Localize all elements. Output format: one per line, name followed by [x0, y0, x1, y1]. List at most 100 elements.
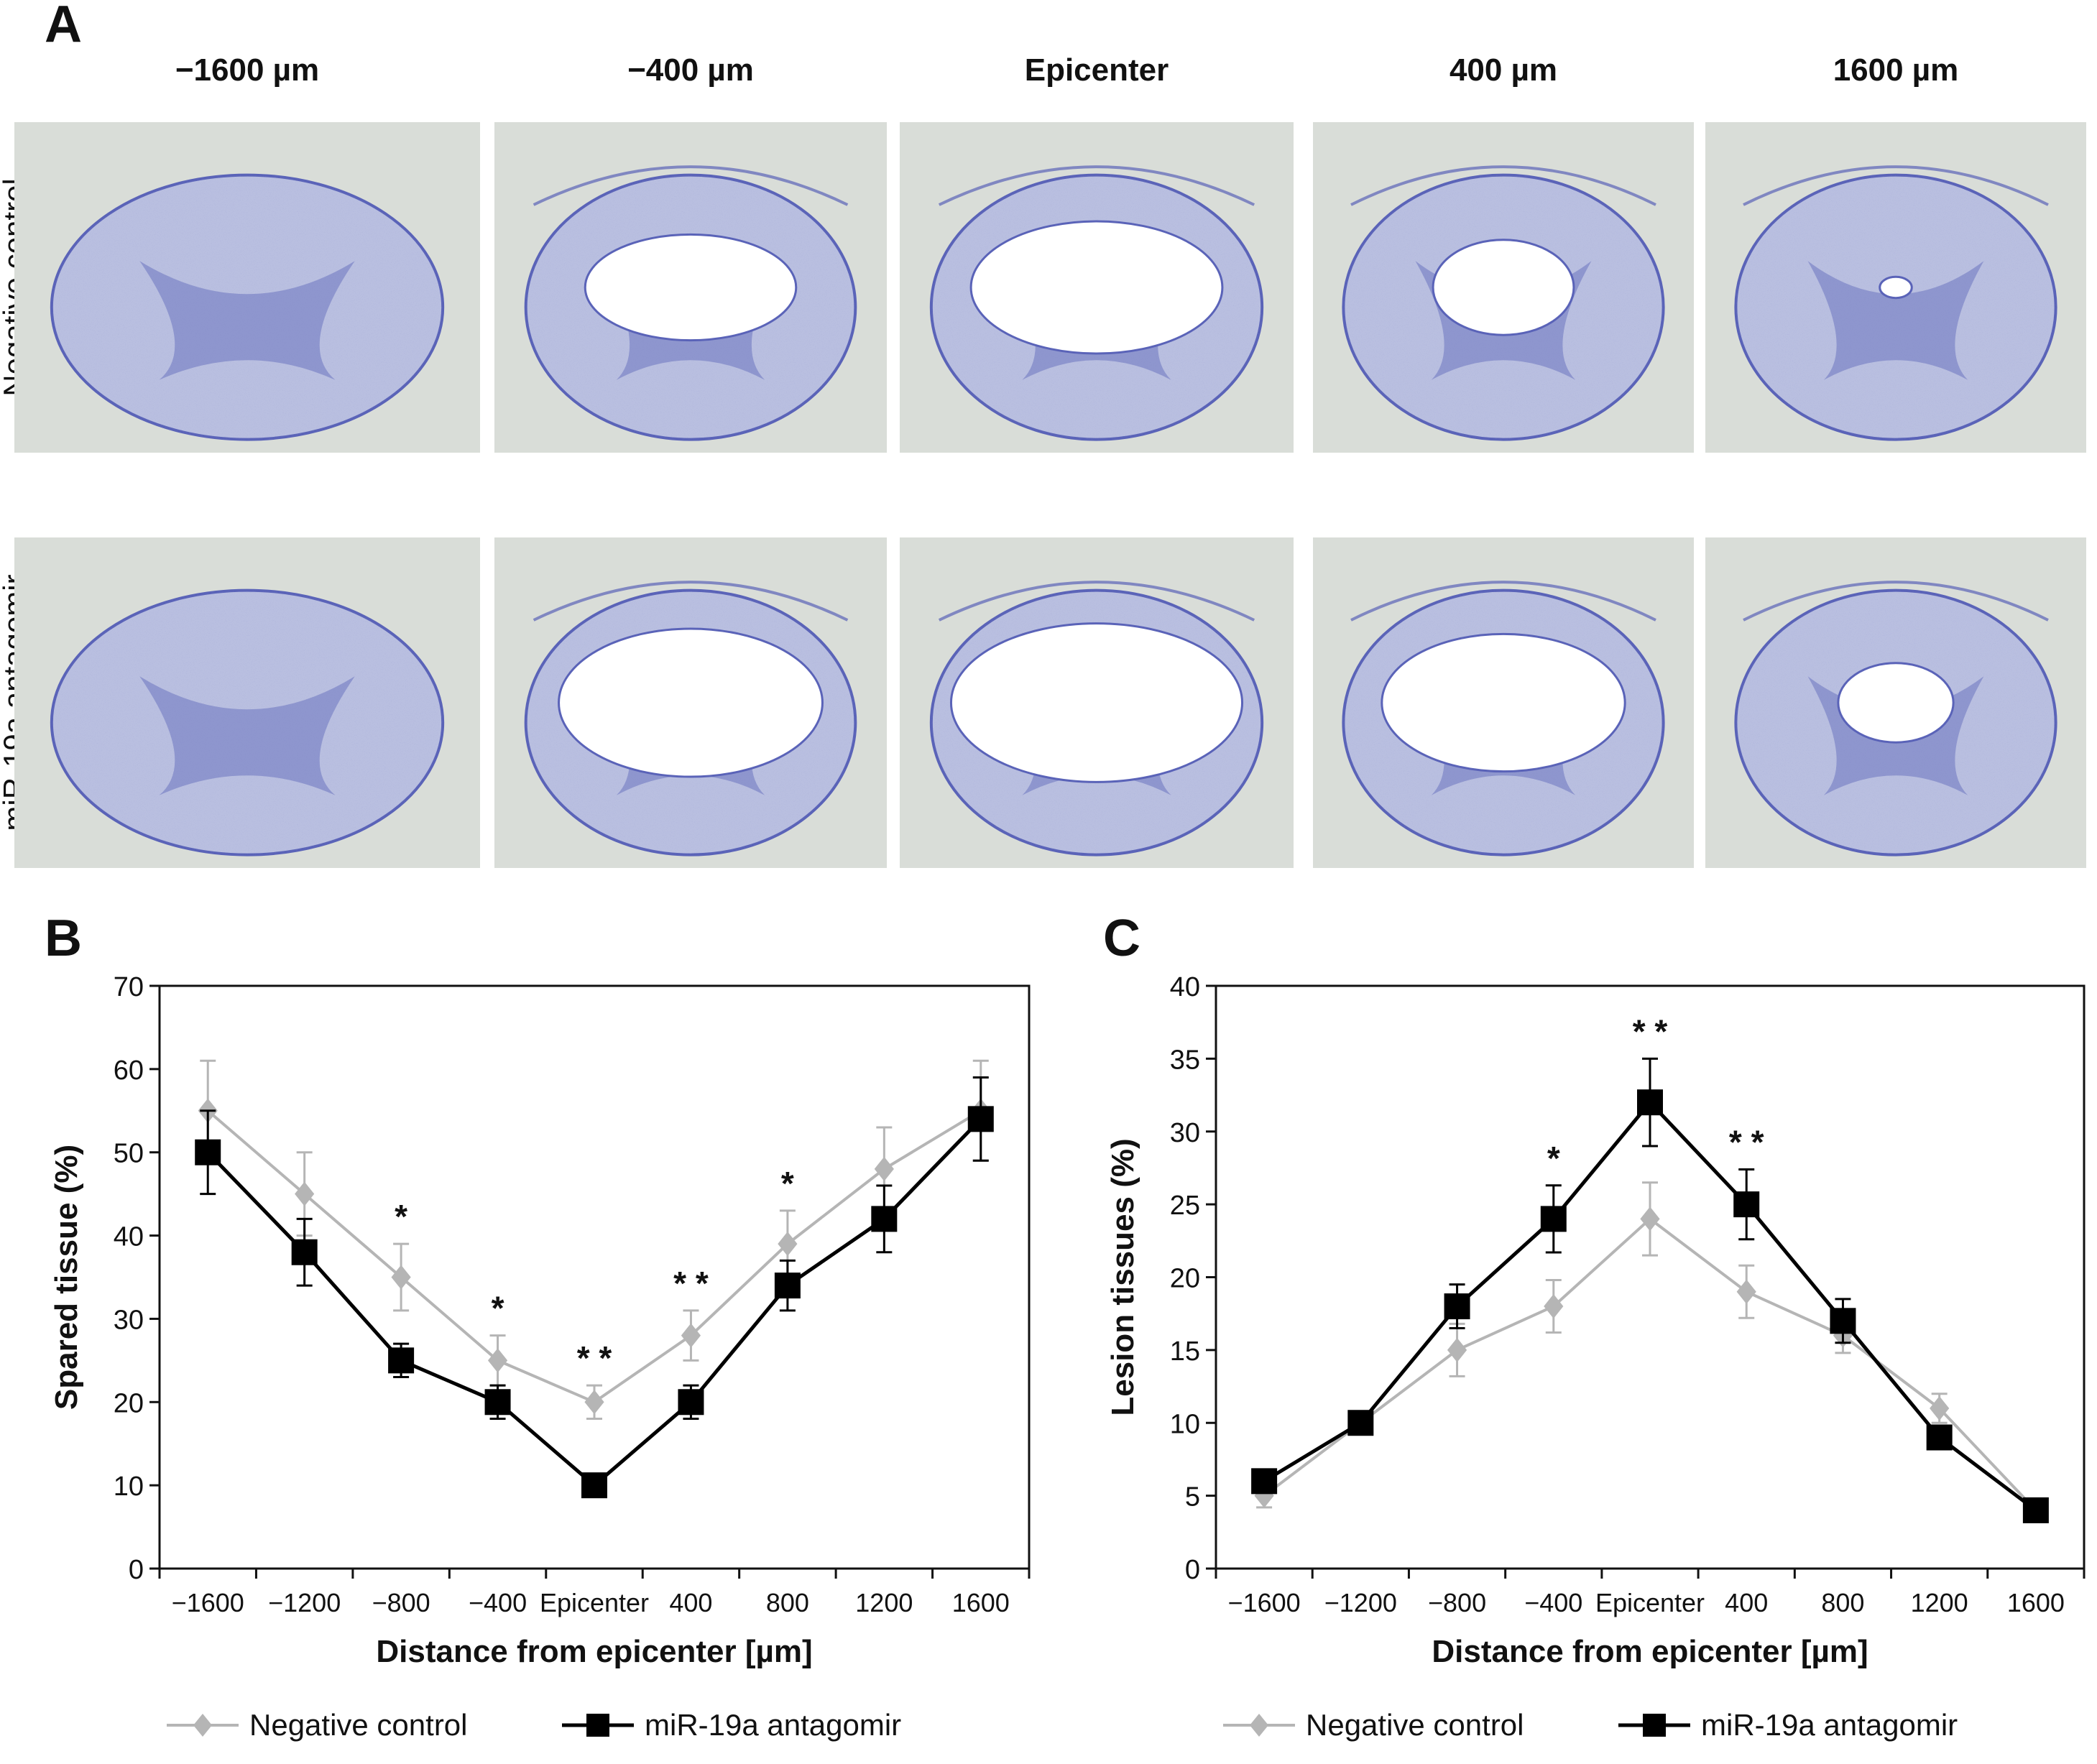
x-tick-label: Epicenter	[540, 1588, 649, 1617]
series-antagomir	[195, 1076, 994, 1499]
micrograph	[1705, 537, 2086, 868]
column-header: Epicenter	[1025, 52, 1169, 88]
micrograph	[494, 122, 887, 453]
data-point	[1254, 1483, 1274, 1508]
data-point	[1544, 1294, 1564, 1319]
micrograph-grid	[14, 122, 2086, 868]
x-tick-label: −1200	[268, 1588, 341, 1617]
x-tick-label: Epicenter	[1595, 1588, 1705, 1617]
lesion-cavity	[1432, 239, 1575, 336]
x-tick-label: −800	[1428, 1588, 1486, 1617]
lesion-cavity	[1837, 662, 1955, 744]
significance-marker: *	[781, 1165, 794, 1202]
y-axis-label: Lesion tissues (%)	[1105, 1138, 1140, 1416]
legend-marker-antagomir	[586, 1714, 609, 1737]
x-tick-label: 400	[1725, 1588, 1768, 1617]
data-point	[2022, 1497, 2049, 1523]
grey-matter	[1807, 261, 1984, 380]
micrograph	[900, 537, 1294, 868]
grey-matter	[139, 261, 355, 380]
x-axis-label: Distance from epicenter [µm]	[1432, 1634, 1868, 1669]
x-tick-label: 1200	[855, 1588, 913, 1617]
data-point	[1830, 1308, 1856, 1334]
significance-marker: * *	[1729, 1123, 1764, 1160]
data-point	[1736, 1279, 1756, 1304]
panel-b-label: B	[45, 910, 82, 967]
meninges	[1350, 581, 1656, 622]
panel-c-label: C	[1103, 910, 1140, 967]
meninges	[938, 165, 1255, 206]
series-line	[206, 1117, 982, 1488]
data-point	[1930, 1395, 1950, 1421]
x-tick-label: 800	[1821, 1588, 1864, 1617]
legend-label-antagomir: miR-19a antagomir	[1701, 1708, 1958, 1742]
data-point	[291, 1239, 318, 1265]
data-point	[484, 1389, 511, 1416]
panel-c: C 0 5 10 15 20 25 30 35 40 −1600 −1200 −800 −400 Epic…	[1103, 910, 2086, 1742]
meninges	[533, 581, 849, 622]
y-tick-label: 5	[1185, 1482, 1200, 1513]
y-tick-label: 0	[1185, 1555, 1200, 1585]
micrograph	[1313, 122, 1694, 453]
data-point	[778, 1232, 798, 1257]
column-header: −400 µm	[627, 52, 754, 88]
panel-b: B 0 10 20 30 40 50 60 70 −1600 −1200 −800 −400 Epice…	[45, 910, 1031, 1742]
panel-a: A −1600 µm −400 µm Epicenter 400 µm 1600 µm …	[0, 0, 2086, 868]
data-point	[681, 1323, 701, 1348]
legend: Negative control miR-19a antagomir	[1223, 1708, 1958, 1742]
tissue-texture	[1736, 175, 2056, 440]
x-tick-label: −1600	[172, 1588, 244, 1617]
meninges	[533, 165, 849, 206]
lesion-cavity	[1381, 632, 1626, 773]
data-point	[391, 1265, 411, 1290]
x-tick-label: 1600	[952, 1588, 1010, 1617]
lesion-cavity	[558, 627, 824, 778]
x-tick-label: −400	[469, 1588, 527, 1617]
y-tick-label: 10	[1170, 1409, 1200, 1439]
plot-frame	[158, 984, 1031, 1570]
y-tick-label: 40	[114, 1222, 144, 1252]
significance-marker: *	[395, 1198, 407, 1235]
y-tick-label: 30	[1170, 1118, 1200, 1148]
x-tick-label: 800	[766, 1588, 809, 1617]
x-tick-label: −400	[1524, 1588, 1582, 1617]
y-tick-label: 10	[114, 1472, 144, 1502]
data-point	[874, 1156, 894, 1181]
data-point	[1251, 1468, 1278, 1495]
x-tick-label: 400	[669, 1588, 712, 1617]
data-point	[388, 1347, 415, 1374]
micrograph	[14, 122, 480, 453]
spared-tissue-chart: 0 10 20 30 40 50 60 70 −1600 −1200 −800 −400 Epicent…	[49, 972, 1031, 1742]
significance-marker: * *	[1633, 1012, 1668, 1050]
data-point	[581, 1472, 607, 1499]
y-tick-label: 20	[1170, 1264, 1200, 1294]
y-tick-label: 15	[1170, 1336, 1200, 1367]
x-tick-label: −1200	[1324, 1588, 1397, 1617]
legend-label-antagomir: miR-19a antagomir	[645, 1708, 901, 1742]
panel-a-label: A	[45, 0, 82, 53]
y-tick-label: 60	[114, 1056, 144, 1086]
data-point	[871, 1206, 898, 1232]
data-point	[195, 1139, 221, 1165]
data-point	[1444, 1293, 1470, 1320]
data-point	[1640, 1206, 1660, 1232]
lesion-cavity	[969, 220, 1224, 355]
series-antagomir	[1251, 1057, 2049, 1523]
micrograph	[14, 537, 480, 868]
data-point	[678, 1389, 704, 1416]
data-point	[1733, 1191, 1760, 1218]
data-point	[1447, 1337, 1467, 1362]
lesion-cavity	[949, 622, 1244, 783]
data-point	[967, 1106, 994, 1132]
legend-label-negative-control: Negative control	[249, 1708, 468, 1742]
column-headers: −1600 µm −400 µm Epicenter 400 µm 1600 µm	[175, 52, 1958, 88]
x-tick-label: 1600	[2007, 1588, 2065, 1617]
data-point	[487, 1348, 508, 1373]
data-point	[1926, 1424, 1953, 1451]
y-tick-label: 70	[114, 972, 144, 1002]
significance-marker: *	[1547, 1140, 1560, 1177]
significance-marker: * *	[577, 1339, 612, 1377]
legend-marker-antagomir	[1643, 1714, 1666, 1737]
series-line	[1263, 1216, 2037, 1512]
x-tick-label: −1600	[1228, 1588, 1301, 1617]
